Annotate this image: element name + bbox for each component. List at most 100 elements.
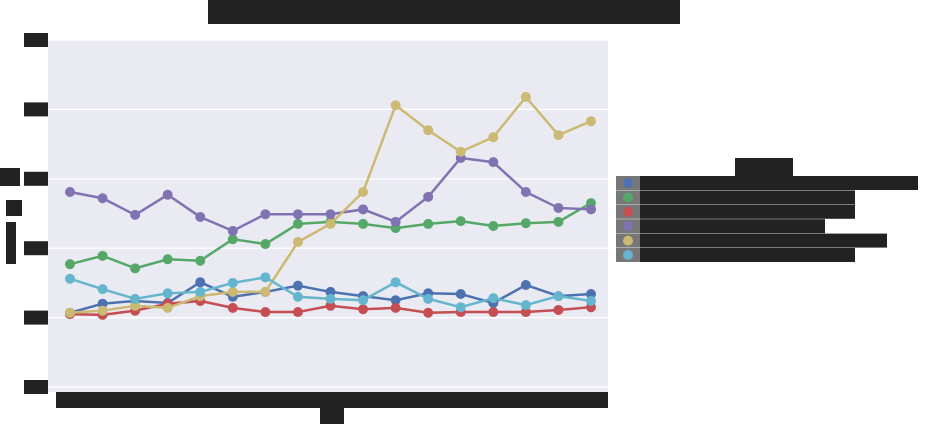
point [292,291,303,302]
legend-label-box [640,219,825,234]
point [423,125,434,136]
legend-swatch [623,235,633,246]
point [227,225,238,236]
point [97,250,108,261]
point [97,298,108,309]
point [390,302,401,313]
x-tick-box [56,392,608,408]
point [227,277,238,288]
point [65,259,75,270]
x-label-box [320,404,344,424]
point [97,284,108,295]
point [520,91,531,102]
point [65,307,75,318]
point [292,307,303,318]
point [455,302,466,313]
point [455,146,466,157]
grid [48,39,608,388]
point [488,157,499,168]
point [130,263,141,274]
y-tick-box [24,102,48,117]
point [227,302,238,313]
point [390,100,401,111]
point [227,234,238,245]
legend-swatch [623,178,633,188]
point [292,280,303,291]
point [358,218,369,229]
point [130,300,141,311]
point [260,272,271,283]
y-tick-box [24,241,48,256]
y-tick-box [24,171,48,186]
legend-title-box [735,158,793,176]
point [553,216,564,227]
y-label-box [0,168,20,186]
point [553,202,564,213]
point [195,211,206,222]
legend-label-box [640,190,855,205]
point [65,273,75,284]
point [292,236,303,247]
point [488,307,499,318]
point [358,295,369,306]
point [520,300,531,311]
point [553,130,564,141]
point [195,277,206,288]
legend-label-box [640,233,887,248]
point [423,218,434,229]
legend-swatch [623,206,633,217]
y-tick-box [24,380,48,394]
point [195,255,206,266]
point [586,289,596,300]
point [455,216,466,227]
point [358,204,369,215]
point [195,286,206,297]
point [586,204,596,215]
legend-swatch [623,250,633,260]
point [162,288,173,299]
point [520,218,531,229]
point [162,254,173,265]
point [423,293,434,304]
point [423,191,434,202]
point [162,189,173,200]
legend [616,176,918,262]
point [97,305,108,316]
y-tick-box [24,310,48,325]
point [130,209,141,220]
point [488,220,499,231]
point [423,307,434,318]
point [586,295,596,306]
point [390,277,401,288]
point [97,193,108,204]
legend-label-box [640,204,855,219]
point [260,239,271,250]
legend-label-box [640,248,855,262]
point [520,307,531,318]
point [325,293,336,304]
point [520,279,531,290]
point [358,186,369,197]
point [390,295,401,306]
point [227,286,238,297]
point [358,304,369,315]
point [130,293,141,304]
point [325,286,336,297]
legend-swatch [623,192,633,203]
point [520,186,531,197]
y-label-box [6,222,16,264]
y-tick-box [24,33,48,47]
point [325,300,336,311]
redactions [0,0,793,424]
point [488,132,499,143]
point [553,291,564,302]
point [292,218,303,229]
point [325,218,336,229]
point [325,209,336,220]
point [292,209,303,220]
point [260,286,271,297]
title-box [208,0,680,24]
point [455,289,466,300]
point [390,216,401,227]
